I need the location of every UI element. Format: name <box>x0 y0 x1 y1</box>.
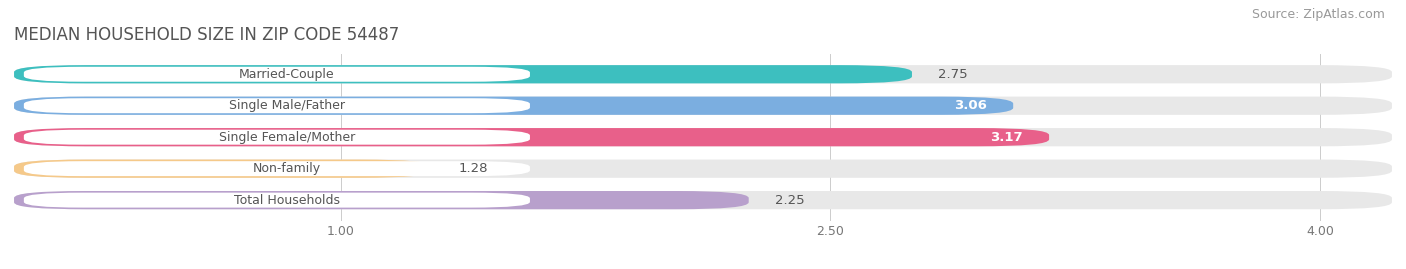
Text: Total Households: Total Households <box>233 194 340 207</box>
Text: Non-family: Non-family <box>253 162 321 175</box>
Text: Source: ZipAtlas.com: Source: ZipAtlas.com <box>1251 8 1385 21</box>
FancyBboxPatch shape <box>24 130 530 145</box>
FancyBboxPatch shape <box>14 65 1392 83</box>
Text: Single Male/Father: Single Male/Father <box>229 99 344 112</box>
Text: 1.28: 1.28 <box>458 162 488 175</box>
Text: 3.17: 3.17 <box>990 131 1024 144</box>
FancyBboxPatch shape <box>14 97 1014 115</box>
Text: 2.75: 2.75 <box>938 68 967 81</box>
FancyBboxPatch shape <box>24 193 530 208</box>
FancyBboxPatch shape <box>24 161 530 176</box>
Text: MEDIAN HOUSEHOLD SIZE IN ZIP CODE 54487: MEDIAN HOUSEHOLD SIZE IN ZIP CODE 54487 <box>14 26 399 44</box>
FancyBboxPatch shape <box>14 97 1392 115</box>
FancyBboxPatch shape <box>14 128 1049 146</box>
FancyBboxPatch shape <box>14 160 1392 178</box>
FancyBboxPatch shape <box>14 65 912 83</box>
FancyBboxPatch shape <box>24 98 530 113</box>
Text: Single Female/Mother: Single Female/Mother <box>218 131 354 144</box>
FancyBboxPatch shape <box>14 128 1392 146</box>
Text: 2.25: 2.25 <box>775 194 804 207</box>
FancyBboxPatch shape <box>14 160 432 178</box>
Text: Married-Couple: Married-Couple <box>239 68 335 81</box>
FancyBboxPatch shape <box>24 67 530 82</box>
FancyBboxPatch shape <box>14 191 749 209</box>
FancyBboxPatch shape <box>14 191 1392 209</box>
Text: 3.06: 3.06 <box>955 99 987 112</box>
